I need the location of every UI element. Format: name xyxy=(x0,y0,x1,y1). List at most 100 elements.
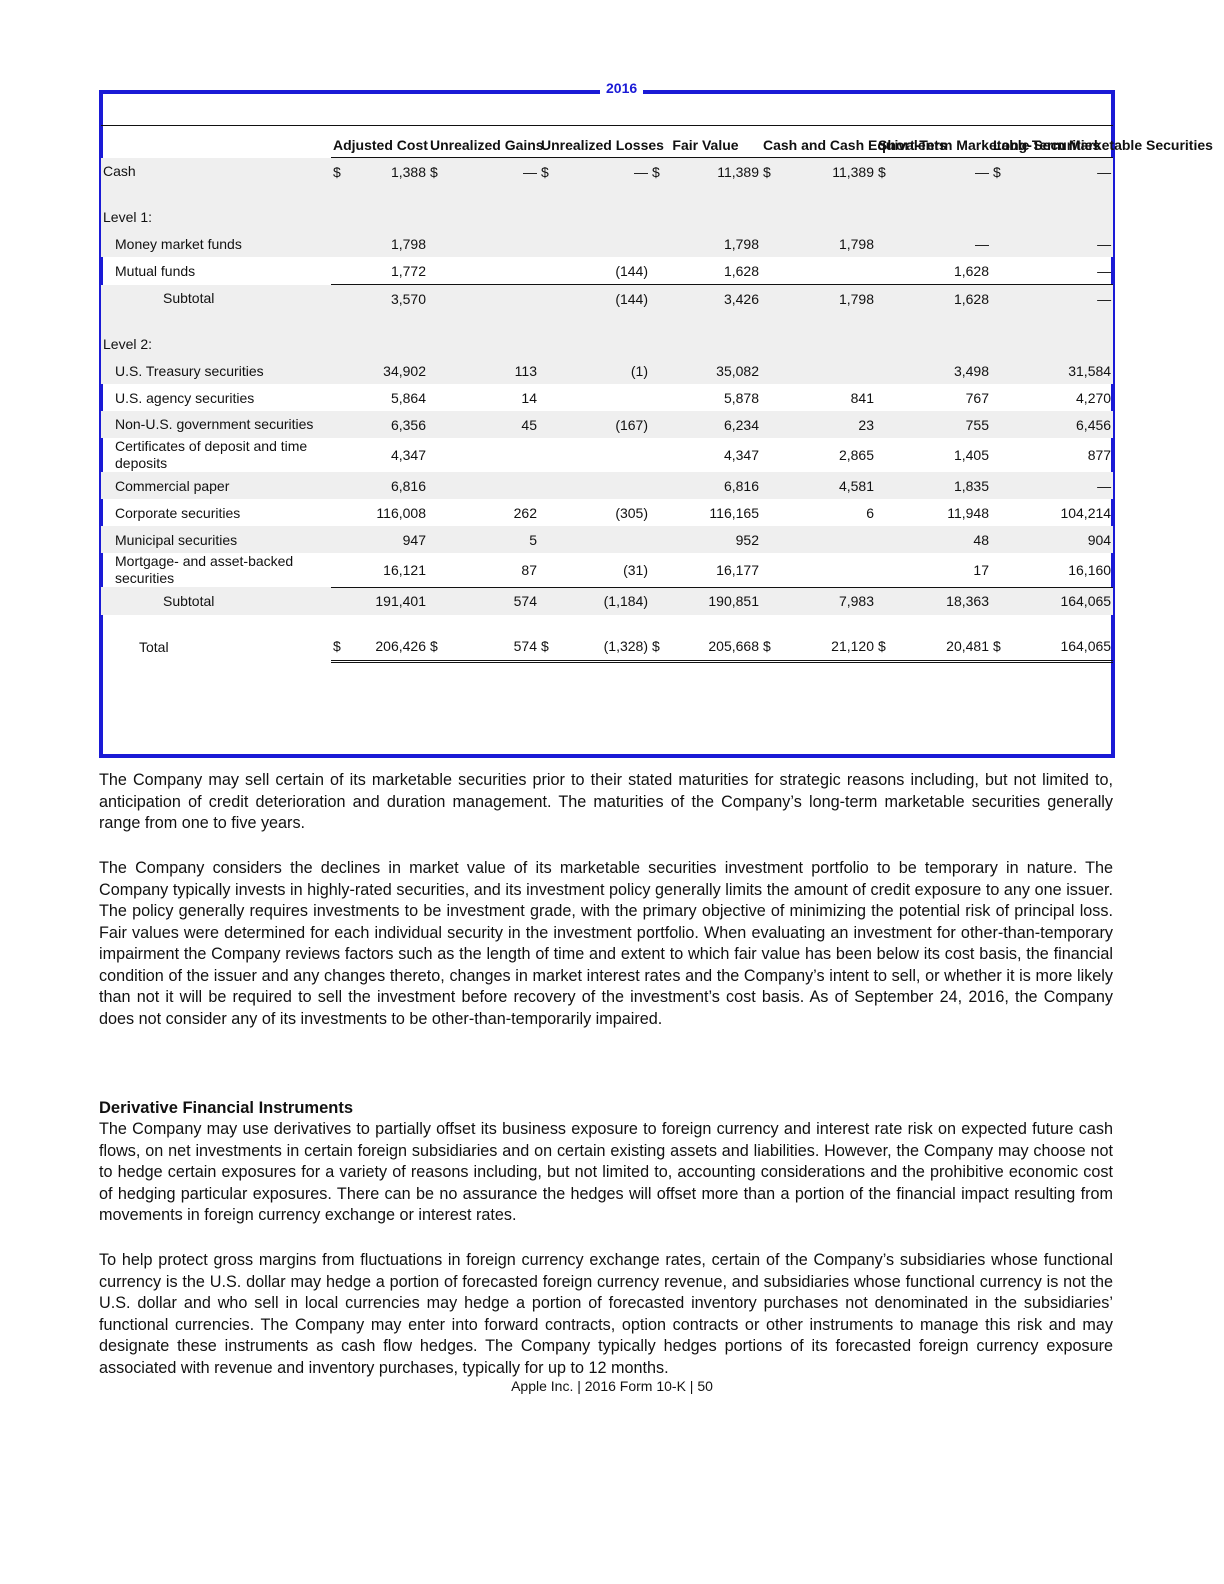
table-cell: 116,008 xyxy=(376,504,426,521)
table-cell: $574 xyxy=(428,632,539,663)
table-cell: 35,082 xyxy=(650,357,761,384)
table-cell xyxy=(539,526,650,553)
table-cell: 16,177 xyxy=(716,561,759,578)
table-cell: 5,864 xyxy=(390,389,426,406)
table-row: Cash $1,388 $ — $ — $11,389 $11,389 $ — $ — xyxy=(101,157,1114,185)
table-cell: 6,234 xyxy=(650,411,761,438)
row-label: U.S. agency securities xyxy=(115,389,255,406)
paragraph-1: The Company may sell certain of its mark… xyxy=(99,771,1113,832)
table-cell: 4,581 xyxy=(761,472,876,499)
row-label: Non-U.S. government securities xyxy=(101,411,331,438)
table-cell: 1,835 xyxy=(876,472,991,499)
table-cell: 190,851 xyxy=(650,586,761,615)
paragraph-2: The Company considers the declines in ma… xyxy=(99,859,1113,1028)
table-cell: 34,902 xyxy=(331,357,428,384)
table-cell: 164,065 xyxy=(991,586,1114,615)
page-footer: Apple Inc. | 2016 Form 10-K | 50 xyxy=(511,1378,713,1394)
table-cell: 1,798 xyxy=(761,284,876,312)
table-cell: (305) xyxy=(615,504,648,521)
row-label: Money market funds xyxy=(101,230,331,257)
table-cell: 113 xyxy=(428,357,539,384)
table-cell xyxy=(539,230,650,257)
table-cell: — xyxy=(876,230,991,257)
table-cell: 4,347 xyxy=(723,447,759,463)
header-unrealized-losses: Unrealized Losses xyxy=(539,125,664,158)
row-label: Corporate securities xyxy=(115,504,241,521)
section-row: Level 1: xyxy=(101,203,1114,230)
table-cell: 3,498 xyxy=(876,357,991,384)
table-cell: 6,816 xyxy=(650,472,761,499)
table-cell: $21,120 xyxy=(761,632,876,663)
table-cell xyxy=(539,472,650,499)
table-row: Subtotal 191,401 574 (1,184) 190,851 7,983 18,… xyxy=(101,586,1114,615)
table-cell: 31,584 xyxy=(991,357,1114,384)
row-label: Subtotal xyxy=(101,587,331,615)
table-cell: 3,426 xyxy=(650,284,761,312)
table-body: Cash $1,388 $ — $ — $11,389 $11,389 $ — $ — Level 1:… xyxy=(101,157,1114,663)
table-cell: 191,401 xyxy=(331,586,428,615)
table-cell: 767 xyxy=(965,389,989,406)
table-cell: 4,347 xyxy=(390,447,426,463)
table-row: U.S. agency securities 5,864 14 5,878 841 767… xyxy=(101,384,1113,411)
table-cell: $ (1,328) xyxy=(539,632,650,663)
table-year-caption: 2016 xyxy=(600,80,644,96)
table-cell: 952 xyxy=(650,526,761,553)
table-row: Total $206,426 $574 $ (1,328) $205,668 $21,120… xyxy=(101,632,1114,663)
table-cell: 14 xyxy=(521,389,537,406)
table-cell: 48 xyxy=(876,526,991,553)
table-cell: 574 xyxy=(428,586,539,615)
table-row: U.S. Treasury securities 34,902 113 (1) 35,0… xyxy=(101,357,1114,384)
table-cell xyxy=(539,438,650,472)
row-label: Subtotal xyxy=(101,284,331,312)
table-row: Municipal securities 947 5 952 48 904 xyxy=(101,526,1114,553)
header-unrealized-gains: Unrealized Gains xyxy=(428,125,544,158)
table-cell: 1,798 xyxy=(331,230,428,257)
spacer-row xyxy=(101,312,1114,330)
table-row: Mutual funds 1,772 (144) 1,628 1,628 — xyxy=(101,257,1113,285)
paragraph-3: The Company may use derivatives to parti… xyxy=(99,1120,1113,1224)
row-label: Commercial paper xyxy=(101,472,331,499)
table-cell: 11,948 xyxy=(947,504,989,521)
section-heading: Derivative Financial Instruments xyxy=(99,1099,354,1117)
table-cell: (144) xyxy=(539,284,650,312)
table-cell: 2,865 xyxy=(838,447,874,463)
table-cell: — xyxy=(1097,262,1112,279)
table-cell xyxy=(428,257,539,285)
table-cell xyxy=(428,230,539,257)
header-row: Adjusted Cost Unrealized Gains Unrealize… xyxy=(101,125,1213,158)
header-adjusted-cost: Adjusted Cost xyxy=(331,125,428,158)
table-cell: 104,214 xyxy=(1060,504,1112,521)
table-cell: $ — xyxy=(991,157,1114,185)
table-row: Non-U.S. government securities 6,356 45 (16… xyxy=(101,411,1114,438)
table-cell xyxy=(761,357,876,384)
header-fair-value: Fair Value xyxy=(650,125,761,158)
row-label: Municipal securities xyxy=(101,526,331,553)
table-cell: 87 xyxy=(521,561,537,578)
table-row: Money market funds 1,798 1,798 1,798— — xyxy=(101,230,1114,257)
table-cell: 904 xyxy=(991,526,1114,553)
table-cell: (31) xyxy=(623,561,648,578)
table-cell: 755 xyxy=(876,411,991,438)
table-cell: $ — xyxy=(539,157,650,185)
section-row: Level 2: xyxy=(101,330,1114,357)
table-row: Certificates of deposit and time deposit… xyxy=(101,438,1113,472)
table-cell: 947 xyxy=(331,526,428,553)
table-cell: 5 xyxy=(428,526,539,553)
row-label: Total xyxy=(139,638,169,655)
row-label: U.S. Treasury securities xyxy=(101,357,331,384)
row-label: Level 1: xyxy=(101,203,331,230)
table-cell: $1,388 xyxy=(331,157,428,185)
table-cell: — xyxy=(991,472,1114,499)
row-label: Cash xyxy=(101,157,331,185)
spacer-row xyxy=(101,185,1114,203)
table-cell xyxy=(539,384,650,411)
row-label: Mortgage- and asset-backed securities xyxy=(115,553,294,586)
table-cell: $ — xyxy=(428,157,539,185)
table-cell: 841 xyxy=(850,389,874,406)
table-cell: 6 xyxy=(866,504,874,521)
table-cell: 1,628 xyxy=(723,262,759,279)
table-cell xyxy=(428,472,539,499)
table-cell: 262 xyxy=(513,504,537,521)
header-rule-row xyxy=(101,98,1114,126)
